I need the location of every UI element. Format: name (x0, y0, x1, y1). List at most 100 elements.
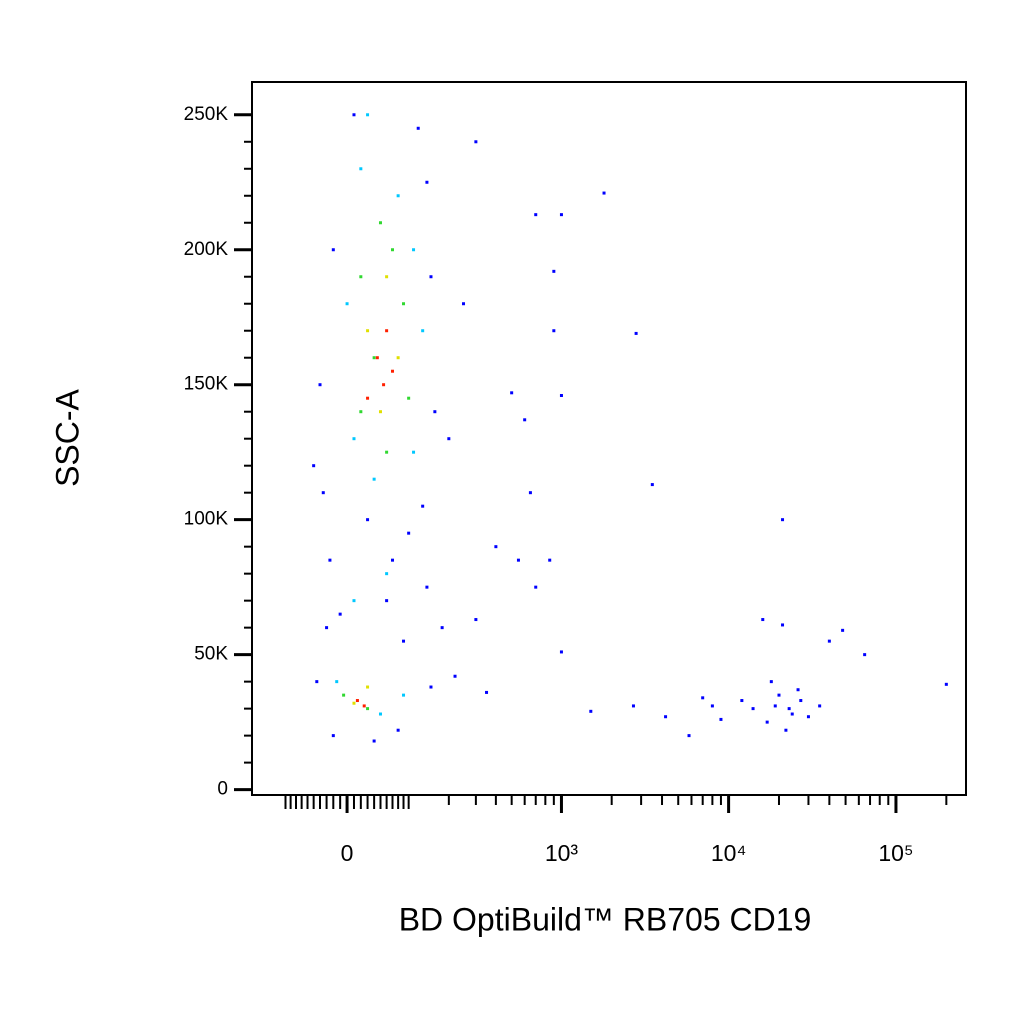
point (366, 396, 370, 400)
point (366, 685, 370, 689)
point (407, 396, 411, 400)
point (806, 715, 810, 719)
point (429, 275, 433, 279)
point (396, 194, 400, 198)
point (510, 391, 514, 395)
point (391, 558, 395, 562)
y-axis-label: SSC-A (49, 388, 85, 486)
x-tick-label: 10³ (545, 840, 579, 866)
point (769, 680, 773, 684)
point (799, 699, 803, 703)
point (589, 709, 593, 713)
point (559, 213, 563, 217)
point (433, 410, 437, 414)
point (385, 450, 389, 454)
point (634, 331, 638, 335)
point (552, 269, 556, 273)
y-tick-label: 250K (184, 104, 229, 125)
point (385, 329, 389, 333)
y-tick-label: 50K (194, 644, 228, 665)
point (328, 558, 332, 562)
point (781, 518, 785, 522)
x-tick-label: 0 (341, 840, 354, 866)
point (335, 680, 339, 684)
point (827, 639, 831, 643)
y-tick-label: 200K (184, 239, 229, 260)
point (325, 626, 329, 630)
point (321, 491, 325, 495)
point (366, 113, 370, 117)
point (761, 618, 765, 622)
point (534, 585, 538, 589)
point (421, 504, 425, 508)
point (345, 302, 349, 306)
point (402, 693, 406, 697)
point (331, 734, 335, 738)
point (425, 180, 429, 184)
point (385, 275, 389, 279)
point (687, 734, 691, 738)
point (375, 356, 379, 360)
point (462, 302, 466, 306)
point (312, 464, 316, 468)
point (602, 191, 606, 195)
y-tick-label: 150K (184, 374, 229, 395)
point (412, 248, 416, 252)
point (378, 221, 382, 225)
x-tick-label: 10⁴ (711, 840, 746, 866)
point (559, 650, 563, 654)
point (818, 704, 822, 708)
point (378, 712, 382, 716)
point (396, 728, 400, 732)
point (396, 356, 400, 360)
point (359, 275, 363, 279)
point (331, 248, 335, 252)
point (366, 518, 370, 522)
point (359, 167, 363, 171)
point (944, 682, 948, 686)
y-tick-label: 0 (217, 779, 228, 800)
point (338, 612, 342, 616)
point (440, 626, 444, 630)
point (421, 329, 425, 333)
point (342, 693, 346, 697)
x-tick-label: 10⁵ (878, 840, 913, 866)
point (362, 704, 366, 708)
point (719, 717, 723, 721)
point (318, 383, 322, 387)
point (773, 704, 777, 708)
point (453, 674, 457, 678)
point (784, 728, 788, 732)
point (796, 688, 800, 692)
point (359, 410, 363, 414)
point (425, 585, 429, 589)
point (559, 394, 563, 398)
point (352, 437, 356, 441)
point (352, 113, 356, 117)
point (407, 531, 411, 535)
x-axis-label: BD OptiBuild™ RB705 CD19 (399, 901, 812, 937)
point (790, 712, 794, 716)
point (740, 699, 744, 703)
point (372, 356, 376, 360)
point (516, 558, 520, 562)
point (523, 418, 527, 422)
point (664, 715, 668, 719)
point (863, 653, 867, 657)
point (391, 369, 395, 373)
point (552, 329, 556, 333)
y-tick-label: 100K (184, 509, 229, 530)
point (701, 696, 705, 700)
point (631, 704, 635, 708)
point (710, 704, 714, 708)
point (474, 140, 478, 144)
point (416, 126, 420, 130)
point (378, 410, 382, 414)
point (528, 491, 532, 495)
point (385, 572, 389, 576)
point (751, 707, 755, 711)
point (650, 483, 654, 487)
point (385, 599, 389, 603)
point (372, 477, 376, 481)
